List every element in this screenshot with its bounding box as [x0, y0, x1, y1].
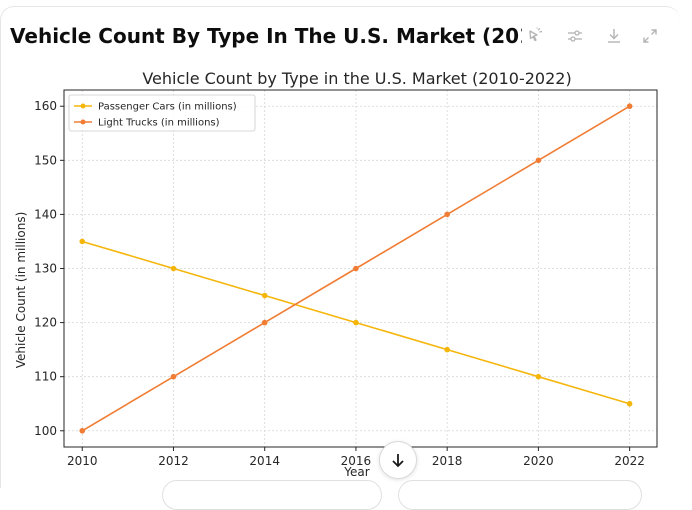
suggestion-pill-right[interactable]	[398, 480, 642, 510]
data-point	[170, 265, 177, 272]
interactive-chart-button[interactable]	[523, 24, 547, 48]
x-tick-label: 2020	[523, 454, 554, 468]
data-point	[444, 346, 450, 353]
legend-marker	[80, 103, 86, 109]
line-chart: Vehicle Count by Type in the U.S. Market…	[14, 69, 658, 479]
chart-title: Vehicle Count by Type in the U.S. Market…	[142, 69, 571, 88]
x-axis-label: Year	[343, 465, 369, 479]
y-tick-label: 140	[34, 207, 57, 221]
data-point	[535, 373, 542, 380]
data-point	[353, 319, 359, 326]
download-button[interactable]	[602, 24, 626, 48]
legend-box	[68, 94, 256, 132]
data-point	[535, 157, 542, 164]
data-point	[444, 211, 450, 218]
y-axis-label: Vehicle Count (in millions)	[14, 212, 28, 369]
data-point	[261, 292, 268, 299]
y-tick-label: 110	[34, 370, 57, 384]
legend-label: Light Trucks (in millions)	[98, 118, 220, 129]
y-tick-label: 160	[34, 99, 57, 113]
data-point	[79, 427, 86, 434]
scroll-down-button[interactable]	[379, 441, 417, 479]
y-tick-label: 130	[34, 262, 57, 276]
legend-label: Passenger Cars (in millions)	[98, 102, 237, 113]
x-tick-label: 2014	[249, 454, 280, 468]
download-icon	[608, 29, 620, 43]
interactive-chart-icon	[529, 27, 543, 42]
y-tick-label: 150	[34, 153, 57, 167]
chart-settings-button[interactable]	[563, 24, 587, 48]
x-tick-label: 2022	[614, 454, 645, 468]
arrow-down-icon	[392, 454, 404, 468]
data-point	[626, 400, 633, 407]
data-point	[353, 265, 359, 272]
data-point	[170, 373, 177, 380]
x-tick-label: 2010	[67, 454, 98, 468]
chart-legend: Passenger Cars (in millions) Light Trucks…	[68, 94, 256, 132]
suggestion-pill-left[interactable]	[162, 480, 382, 510]
settings-sliders-icon	[568, 30, 582, 42]
x-tick-label: 2018	[432, 454, 463, 468]
expand-button[interactable]	[638, 24, 662, 48]
legend-marker	[80, 119, 86, 125]
x-tick-label: 2012	[158, 454, 189, 468]
expand-icon	[643, 29, 657, 43]
chart-card	[0, 6, 680, 488]
data-point	[626, 103, 633, 110]
y-tick-label: 100	[34, 424, 57, 438]
x-tick-label: 2016	[341, 454, 372, 468]
y-tick-label: 120	[34, 316, 57, 330]
data-point	[79, 238, 86, 245]
data-point	[261, 319, 268, 326]
plot-frame	[63, 89, 658, 448]
chart-header-title: Vehicle Count By Type In The U.S. Market…	[10, 24, 522, 48]
